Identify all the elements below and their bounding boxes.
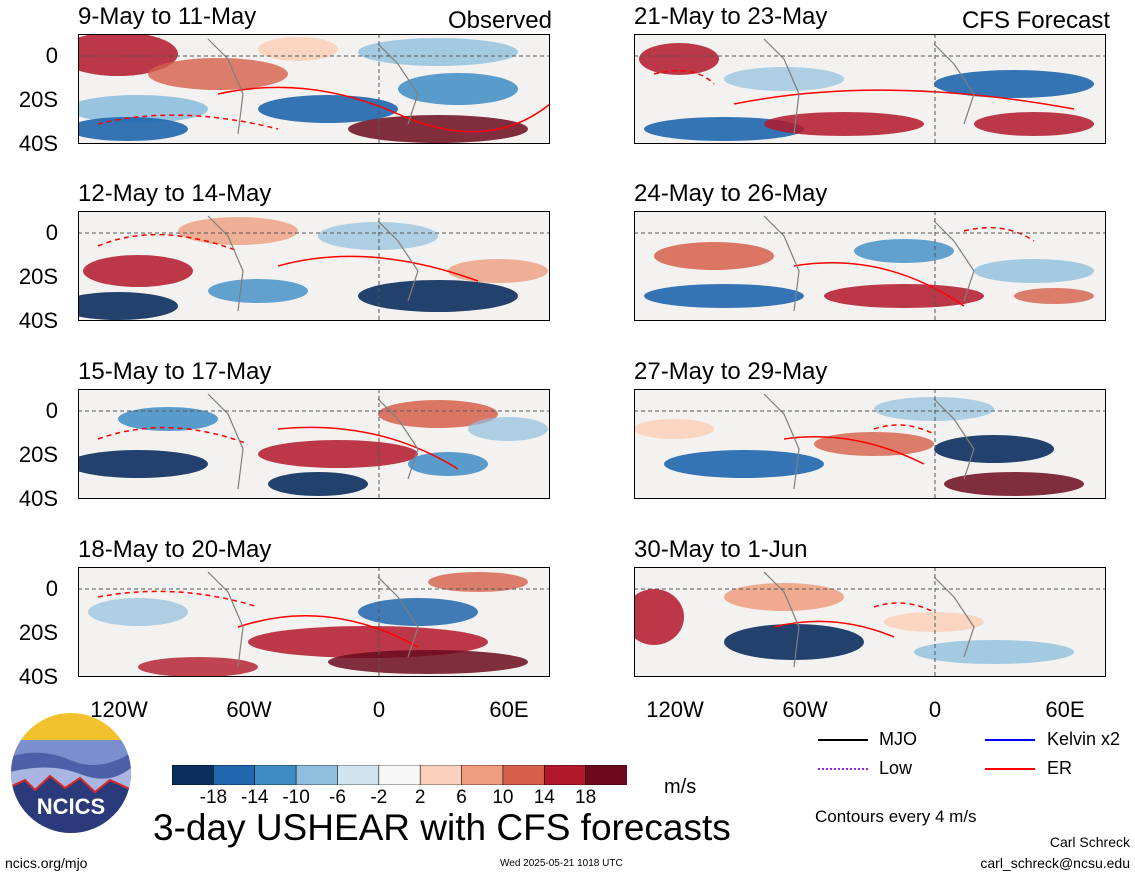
lon-label-0-right: 0 bbox=[928, 697, 942, 722]
map-panel-8 bbox=[624, 567, 1106, 677]
lat-label-40s-row1: 40S bbox=[18, 131, 58, 156]
map-panel-4 bbox=[78, 567, 550, 677]
colorbar-label: 6 bbox=[456, 787, 467, 808]
legend-label-kelvin: Kelvin x2 bbox=[1047, 729, 1121, 749]
colorbar-unit: m/s bbox=[664, 776, 697, 798]
colorbar bbox=[171, 764, 628, 786]
legend-line-mjo bbox=[818, 739, 868, 741]
timestamp: Wed 2025-05-21 1018 UTC bbox=[500, 858, 623, 869]
lon-label-60w-right: 60W bbox=[782, 697, 828, 722]
source-url: ncics.org/mjo bbox=[5, 855, 88, 871]
legend-label-er: ER bbox=[1047, 758, 1073, 778]
panel-corner-observed: Observed bbox=[447, 7, 552, 34]
lat-label-40s-row2: 40S bbox=[18, 308, 58, 333]
panel-title-1: 9-May to 11-May bbox=[78, 3, 257, 30]
lat-label-20s-row3: 20S bbox=[18, 442, 58, 467]
map-panel-7 bbox=[634, 389, 1106, 499]
lon-label-120w-left: 120W bbox=[90, 697, 148, 722]
map-panel-6 bbox=[634, 211, 1106, 321]
panel-title-4: 18-May to 20-May bbox=[78, 536, 272, 563]
colorbar-label: -6 bbox=[329, 787, 346, 808]
legend-line-kelvin bbox=[985, 739, 1035, 741]
logo-text: NCICS bbox=[37, 794, 105, 819]
lon-label-0-left: 0 bbox=[372, 697, 386, 722]
colorbar-swatch-6 bbox=[378, 764, 421, 786]
lat-label-0-row3: 0 bbox=[45, 398, 58, 423]
colorbar-swatch-5 bbox=[337, 764, 380, 786]
colorbar-label: 2 bbox=[414, 787, 426, 808]
colorbar-swatch-1 bbox=[171, 764, 215, 786]
author-name: Carl Schreck bbox=[1049, 834, 1130, 850]
colorbar-label: -2 bbox=[370, 787, 388, 808]
lat-label-0-row1: 0 bbox=[45, 43, 58, 68]
colorbar-swatch-7 bbox=[419, 764, 463, 786]
lon-label-60e-right: 60E bbox=[1045, 697, 1085, 722]
colorbar-swatch-10 bbox=[543, 764, 587, 786]
panel-corner-cfs-forecast: CFS Forecast bbox=[961, 7, 1110, 34]
lat-label-40s-row3: 40S bbox=[18, 486, 58, 511]
lat-label-40s-row4: 40S bbox=[18, 664, 58, 689]
legend-line-er bbox=[985, 768, 1035, 770]
lat-label-0-row2: 0 bbox=[45, 220, 58, 245]
main-title: 3-day USHEAR with CFS forecasts bbox=[153, 807, 731, 848]
colorbar-swatch-9 bbox=[502, 764, 546, 786]
colorbar-label: -18 bbox=[199, 787, 228, 808]
colorbar-swatch-11 bbox=[585, 764, 628, 786]
lat-label-0-row4: 0 bbox=[45, 576, 58, 601]
colorbar-swatch-8 bbox=[461, 764, 504, 786]
map-panel-1 bbox=[58, 32, 551, 144]
panel-title-2: 12-May to 14-May bbox=[78, 180, 272, 207]
legend-label-low: Low bbox=[879, 758, 913, 778]
lat-label-20s-row2: 20S bbox=[18, 264, 58, 289]
lon-label-120w-right: 120W bbox=[646, 697, 704, 722]
panel-title-6: 24-May to 26-May bbox=[634, 180, 828, 207]
lat-label-20s-row4: 20S bbox=[18, 620, 58, 645]
lon-label-60w-left: 60W bbox=[226, 697, 272, 722]
contours-note: Contours every 4 m/s bbox=[815, 807, 977, 826]
lat-label-20s-row1: 20S bbox=[18, 87, 58, 112]
colorbar-label: -14 bbox=[240, 787, 269, 808]
map-panel-2 bbox=[58, 211, 550, 321]
legend-line-low bbox=[818, 768, 868, 770]
panel-title-8: 30-May to 1-Jun bbox=[634, 536, 808, 563]
legend-label-mjo: MJO bbox=[879, 729, 917, 749]
panel-title-3: 15-May to 17-May bbox=[78, 358, 272, 385]
ncics-logo: NCICS bbox=[10, 712, 132, 834]
panel-title-5: 21-May to 23-May bbox=[634, 3, 828, 30]
colorbar-label: 14 bbox=[533, 787, 555, 808]
colorbar-swatch-3 bbox=[254, 764, 297, 786]
lon-label-60e-left: 60E bbox=[489, 697, 529, 722]
colorbar-label: 18 bbox=[575, 787, 597, 808]
map-panel-3 bbox=[68, 389, 550, 499]
colorbar-label: 10 bbox=[492, 787, 514, 808]
map-panel-5 bbox=[634, 34, 1106, 144]
panel-title-7: 27-May to 29-May bbox=[634, 358, 828, 385]
colorbar-swatch-4 bbox=[295, 764, 339, 786]
colorbar-label: -10 bbox=[282, 787, 310, 808]
colorbar-swatch-2 bbox=[213, 764, 256, 786]
author-email: carl_schreck@ncsu.edu bbox=[980, 855, 1130, 871]
